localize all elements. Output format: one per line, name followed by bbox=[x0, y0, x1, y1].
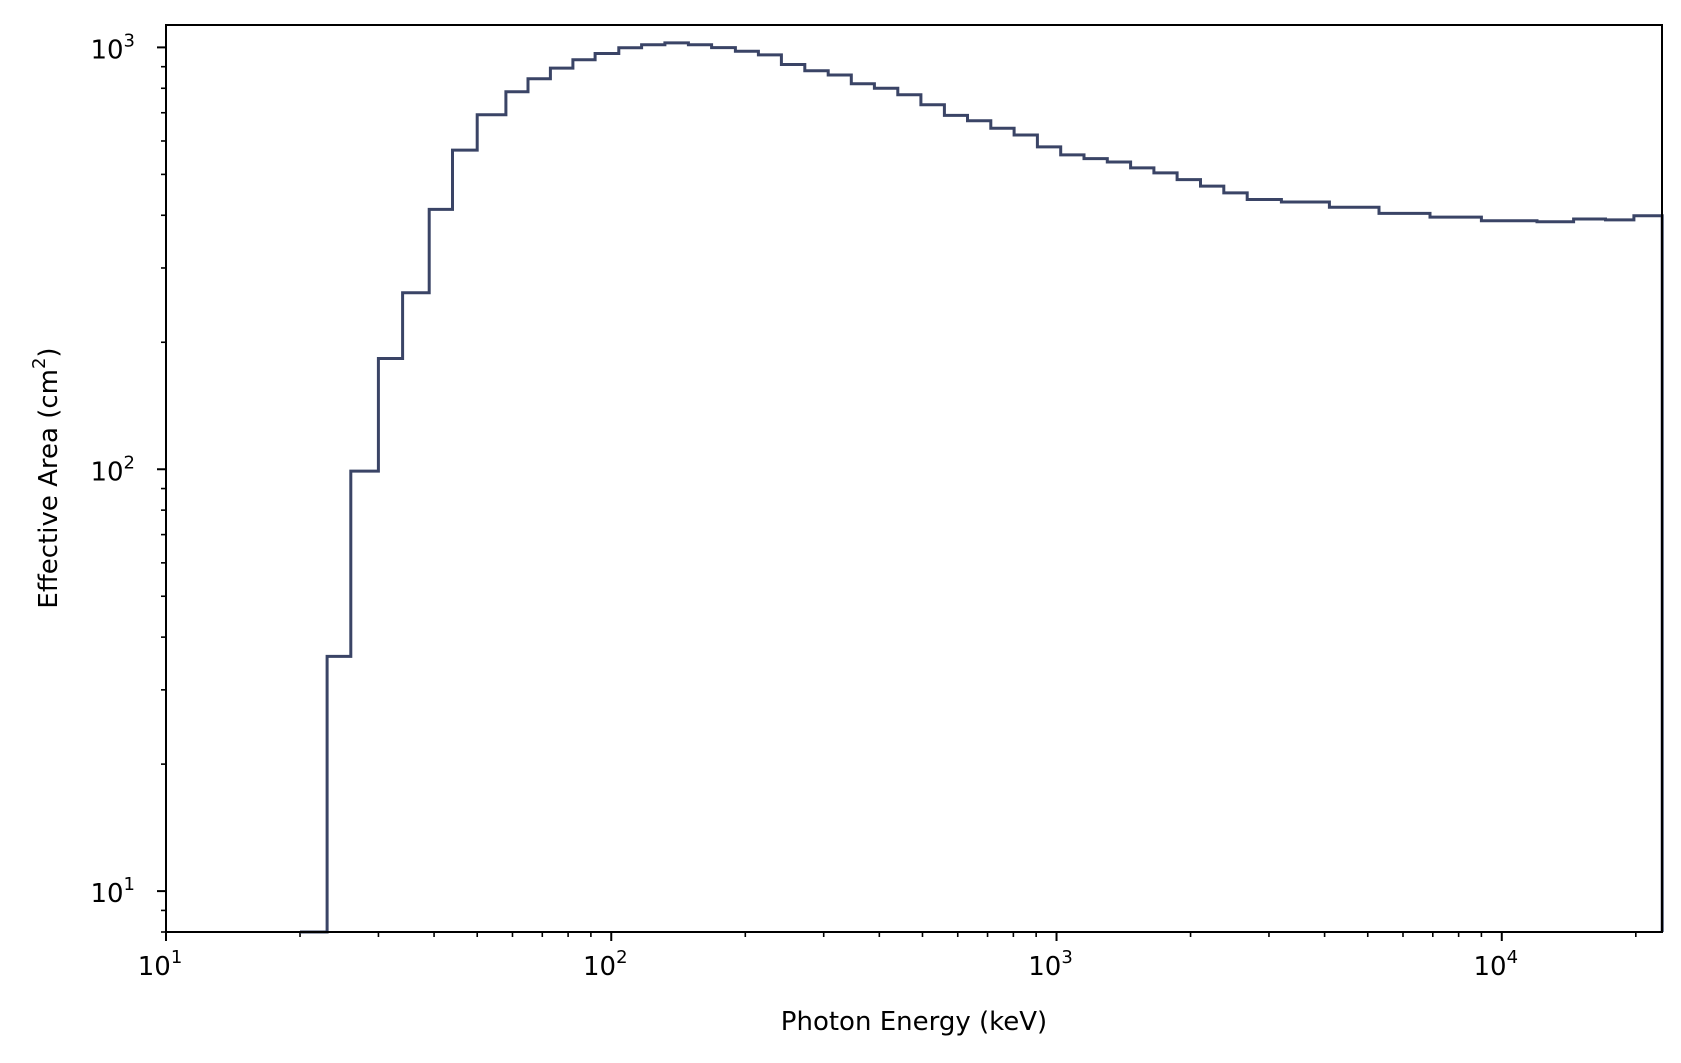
x-tick-label-base: 10 bbox=[1028, 952, 1061, 982]
y-tick-label-base: 10 bbox=[90, 879, 123, 909]
y-axis-label: Effective Area (cm2) bbox=[29, 347, 64, 608]
y-tick-label-exp: 3 bbox=[124, 30, 135, 51]
x-tick-label-base: 10 bbox=[1474, 952, 1507, 982]
x-tick-label: 103 bbox=[1028, 947, 1073, 982]
series-layer bbox=[300, 41, 1664, 934]
x-tick-label-exp: 1 bbox=[171, 947, 182, 968]
x-tick-label-base: 10 bbox=[138, 952, 171, 982]
y-tick-label-base: 10 bbox=[90, 35, 123, 65]
y-axis-label-suffix: ) bbox=[34, 347, 64, 357]
plot-frame bbox=[165, 24, 1663, 933]
y-axis-label-prefix: Effective Area (cm bbox=[34, 369, 64, 609]
x-tick-label-exp: 3 bbox=[1061, 947, 1072, 968]
x-tick-label: 104 bbox=[1474, 947, 1519, 982]
x-tick-label: 101 bbox=[138, 947, 183, 982]
y-tick-label: 102 bbox=[90, 452, 135, 487]
y-tick-label: 101 bbox=[90, 874, 135, 909]
x-tick-label: 102 bbox=[583, 947, 628, 982]
x-tick-label-exp: 4 bbox=[1507, 947, 1518, 968]
x-tick-label-base: 10 bbox=[583, 952, 616, 982]
y-tick-label-base: 10 bbox=[90, 457, 123, 487]
x-tick-label-exp: 2 bbox=[616, 947, 627, 968]
y-tick-label-exp: 1 bbox=[124, 874, 135, 895]
effective-area-step-line bbox=[300, 41, 1664, 934]
y-tick-label-exp: 2 bbox=[124, 452, 135, 473]
x-axis-label: Photon Energy (keV) bbox=[781, 1007, 1047, 1037]
y-tick-label: 103 bbox=[90, 30, 135, 65]
y-axis-label-sup: 2 bbox=[29, 358, 50, 369]
